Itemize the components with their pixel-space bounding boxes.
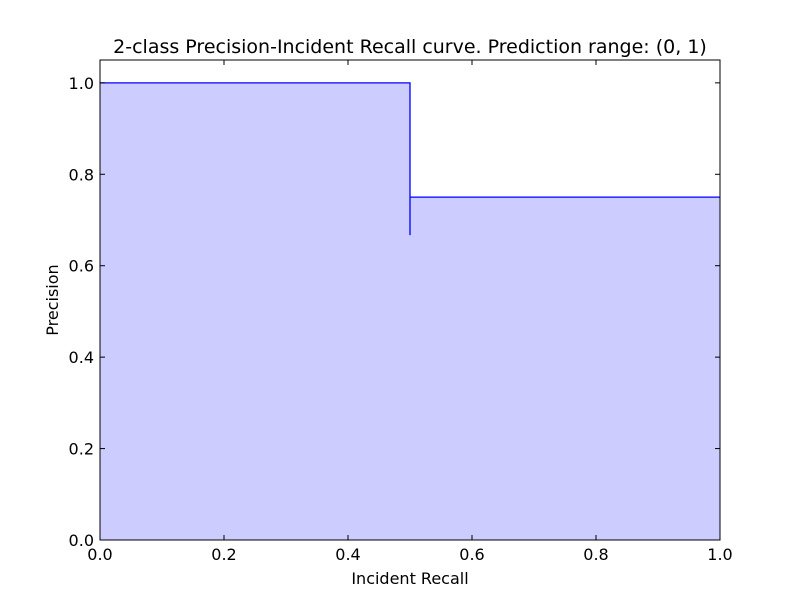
y-tick-label: 0.6 [69,257,94,276]
y-tick-label: 0.8 [69,165,94,184]
y-tick-label: 1.0 [69,74,94,93]
x-tick-label: 1.0 [707,545,732,564]
chart-title: 2-class Precision-Incident Recall curve.… [113,36,707,58]
x-tick-label: 0.0 [87,545,112,564]
x-tick-label: 0.2 [211,545,236,564]
y-axis-label: Precision [43,264,62,335]
x-tick-label: 0.6 [459,545,484,564]
y-tick-label: 0.0 [69,531,94,550]
y-tick-label: 0.4 [69,348,94,367]
x-tick-label: 0.4 [335,545,360,564]
x-axis-label: Incident Recall [351,569,468,588]
y-tick-label: 0.2 [69,440,94,459]
x-tick-label: 0.8 [583,545,608,564]
pr-step-line [100,82,720,236]
axis-ticks: 0.0 0.2 0.4 0.6 0.8 1.0 0.0 0.2 0.4 0.6 0.8 1.0 [69,60,733,564]
plot-frame [99,59,721,541]
plot-area [100,82,720,540]
